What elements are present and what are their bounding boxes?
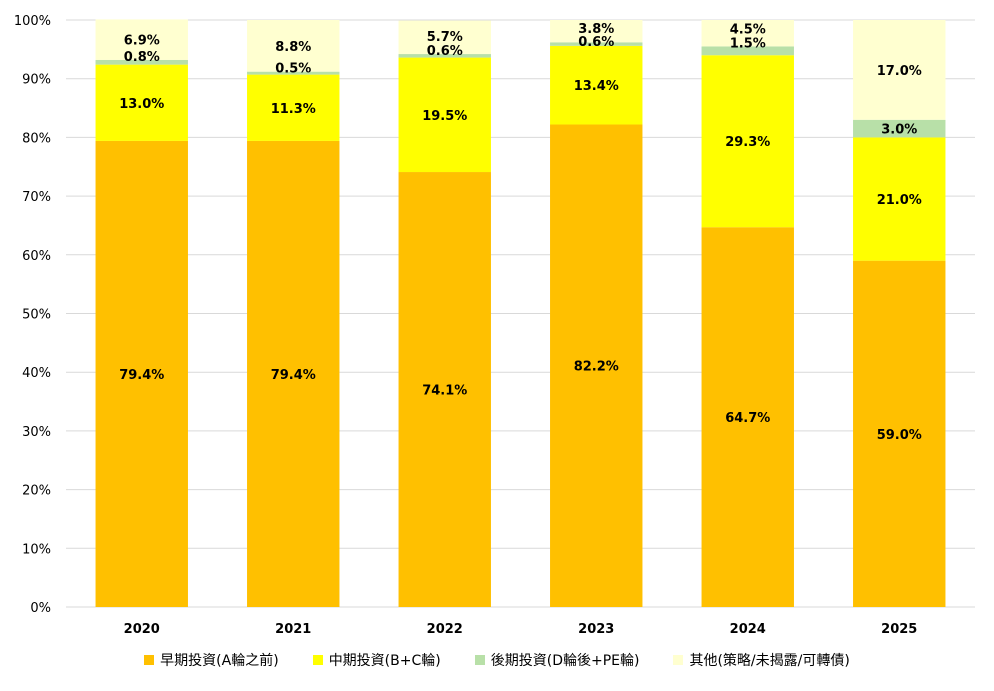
data-label: 0.5% xyxy=(275,62,311,77)
legend: 早期投資(A輪之前) 中期投資(B+C輪) 後期投資(D輪後+PE輪) 其他(策略/未… xyxy=(0,650,994,670)
y-tick-label: 60% xyxy=(22,249,51,264)
data-label: 4.5% xyxy=(730,22,766,37)
data-label: 1.5% xyxy=(730,36,766,51)
legend-label: 中期投資(B+C輪) xyxy=(328,653,441,669)
data-label: 0.8% xyxy=(124,50,160,65)
y-tick-label: 0% xyxy=(30,601,51,616)
bar-segment xyxy=(550,124,643,608)
bar-segment xyxy=(853,119,946,138)
data-label: 59.0% xyxy=(877,428,922,443)
legend-label: 早期投資(A輪之前) xyxy=(160,653,279,669)
bar-segment xyxy=(247,74,340,141)
data-label: 82.2% xyxy=(574,360,619,375)
data-label: 74.1% xyxy=(422,384,467,399)
legend-label: 其他(策略/未揭露/可轉債) xyxy=(689,653,850,669)
legend-item: 早期投資(A輪之前) xyxy=(144,650,279,670)
bar-segment xyxy=(398,57,491,173)
x-tick-label: 2025 xyxy=(881,622,917,637)
bar-segment xyxy=(701,46,794,56)
bar-segment xyxy=(247,71,340,75)
bar-segment xyxy=(95,64,188,141)
data-label: 6.9% xyxy=(124,34,160,49)
data-label: 3.8% xyxy=(578,22,614,37)
bar-segment xyxy=(95,140,188,607)
data-label: 17.0% xyxy=(877,64,922,79)
y-tick-label: 70% xyxy=(22,190,51,205)
bar-segment xyxy=(701,55,794,228)
bar-segment xyxy=(95,19,188,60)
bar-segment xyxy=(398,54,491,58)
bar-segment xyxy=(550,20,643,43)
x-tick-label: 2020 xyxy=(124,622,160,637)
x-tick-label: 2023 xyxy=(578,622,614,637)
data-label: 29.3% xyxy=(725,135,770,150)
legend-swatch xyxy=(673,655,684,665)
bar-segment xyxy=(853,137,946,261)
data-label: 19.5% xyxy=(422,109,467,124)
data-label: 64.7% xyxy=(725,411,770,426)
data-label: 0.6% xyxy=(427,44,463,59)
legend-item: 中期投資(B+C輪) xyxy=(312,650,441,670)
data-label: 11.3% xyxy=(271,102,316,117)
bar-segment xyxy=(550,45,643,125)
legend-swatch xyxy=(144,655,155,665)
data-label: 21.0% xyxy=(877,193,922,208)
y-tick-label: 80% xyxy=(22,131,51,146)
y-tick-label: 40% xyxy=(22,366,51,381)
stacked-bar-chart: 0% 10% 20% 30% 40% 50% 60% 70% 80% 90% 100% 79.4% 13… xyxy=(14,14,975,637)
bar-segment xyxy=(398,20,491,55)
data-label: 0.6% xyxy=(578,35,614,50)
bar-segment xyxy=(550,42,643,46)
y-tick-label: 50% xyxy=(22,308,51,323)
bar-segment xyxy=(701,20,794,47)
data-label: 8.8% xyxy=(275,40,311,55)
data-label: 79.4% xyxy=(271,368,316,383)
data-label: 13.0% xyxy=(119,97,164,112)
legend-label: 後期投資(D輪後+PE輪) xyxy=(490,653,640,669)
y-tick-label: 100% xyxy=(14,14,51,29)
x-tick-label: 2021 xyxy=(275,622,311,637)
legend-swatch xyxy=(312,655,323,665)
bar-segment xyxy=(247,20,340,72)
bar-segment xyxy=(398,172,491,607)
legend-swatch xyxy=(474,655,485,665)
x-tick-label: 2024 xyxy=(730,622,766,637)
y-tick-label: 10% xyxy=(22,542,51,557)
y-tick-label: 90% xyxy=(22,73,51,88)
x-tick-label: 2022 xyxy=(427,622,463,637)
y-tick-label: 30% xyxy=(22,425,51,440)
data-label: 3.0% xyxy=(881,123,917,138)
bar-segment xyxy=(247,140,340,607)
data-label: 5.7% xyxy=(427,30,463,45)
data-label: 79.4% xyxy=(119,368,164,383)
bar-segment xyxy=(853,20,946,120)
legend-item: 後期投資(D輪後+PE輪) xyxy=(474,650,640,670)
y-tick-label: 20% xyxy=(22,484,51,499)
bar-segment xyxy=(95,59,188,65)
bar-segment xyxy=(701,227,794,607)
data-label: 13.4% xyxy=(574,79,619,94)
bar-segment xyxy=(853,260,946,607)
legend-item: 其他(策略/未揭露/可轉債) xyxy=(673,650,850,670)
